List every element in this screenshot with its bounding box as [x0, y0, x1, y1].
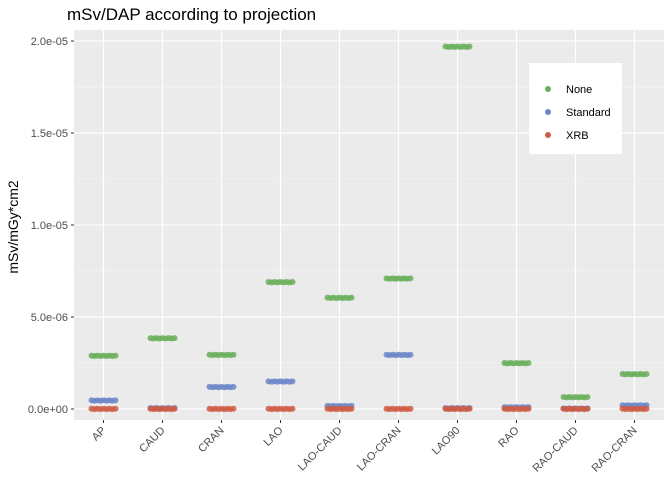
data-point [643, 371, 650, 378]
data-point [171, 335, 178, 342]
x-tick-label: RAO [496, 424, 522, 450]
data-point [525, 359, 532, 366]
y-tick-label: 5.0e-06 [31, 312, 68, 324]
data-point [230, 405, 237, 412]
y-axis-ticks: 0.0e+00 5.0e-06 1.0e-05 1.5e-05 2.0e-05 [28, 36, 74, 416]
legend-label: Standard [566, 107, 611, 119]
chart-title: mSv/DAP according to projection [67, 5, 316, 24]
data-point [525, 405, 532, 412]
y-tick-label: 1.0e-05 [31, 220, 68, 232]
data-point [643, 405, 650, 412]
legend-label: XRB [566, 130, 589, 142]
y-tick-label: 0.0e+00 [28, 404, 68, 416]
data-point [289, 405, 296, 412]
y-tick-label: 1.5e-05 [31, 128, 68, 140]
data-point [584, 394, 591, 401]
legend-label: None [566, 84, 592, 96]
data-point [466, 405, 473, 412]
grid-minor [74, 86, 664, 364]
legend: None Standard XRB [529, 63, 622, 154]
data-point [289, 378, 296, 385]
x-tick-label: LAO [262, 424, 286, 448]
y-tick-label: 2.0e-05 [31, 36, 68, 48]
x-tick-label: CAUD [137, 425, 168, 456]
data-point [348, 405, 355, 412]
data-point [407, 351, 414, 358]
x-tick-label: LAO90 [430, 425, 463, 458]
data-point [112, 397, 119, 404]
x-tick-label: RAO-CRAN [590, 425, 640, 475]
legend-key [545, 86, 551, 92]
data-point [407, 275, 414, 282]
legend-box [529, 63, 622, 154]
data-point [407, 405, 414, 412]
data-point [112, 405, 119, 412]
data-point [466, 43, 473, 50]
data-point [112, 352, 119, 359]
x-tick-label: LAO-CRAN [355, 425, 404, 474]
data-point [289, 279, 296, 286]
data-point [584, 405, 591, 412]
data-point [171, 405, 178, 412]
y-axis-label: mSv/mGy*cm2 [5, 180, 21, 274]
x-tick-label: RAO-CAUD [531, 425, 581, 475]
x-tick-label: CRAN [196, 425, 227, 456]
legend-key [545, 132, 551, 138]
data-point [230, 351, 237, 358]
data-point [230, 383, 237, 390]
data-point [348, 294, 355, 301]
x-axis-ticks: AP CAUD CRAN LAO LAO-CAUD LAO-CRAN LAO90 RAO RAO… [90, 420, 640, 475]
x-tick-label: AP [90, 425, 109, 444]
x-tick-label: LAO-CAUD [296, 425, 345, 474]
legend-key [545, 109, 551, 115]
data-points [88, 43, 650, 413]
